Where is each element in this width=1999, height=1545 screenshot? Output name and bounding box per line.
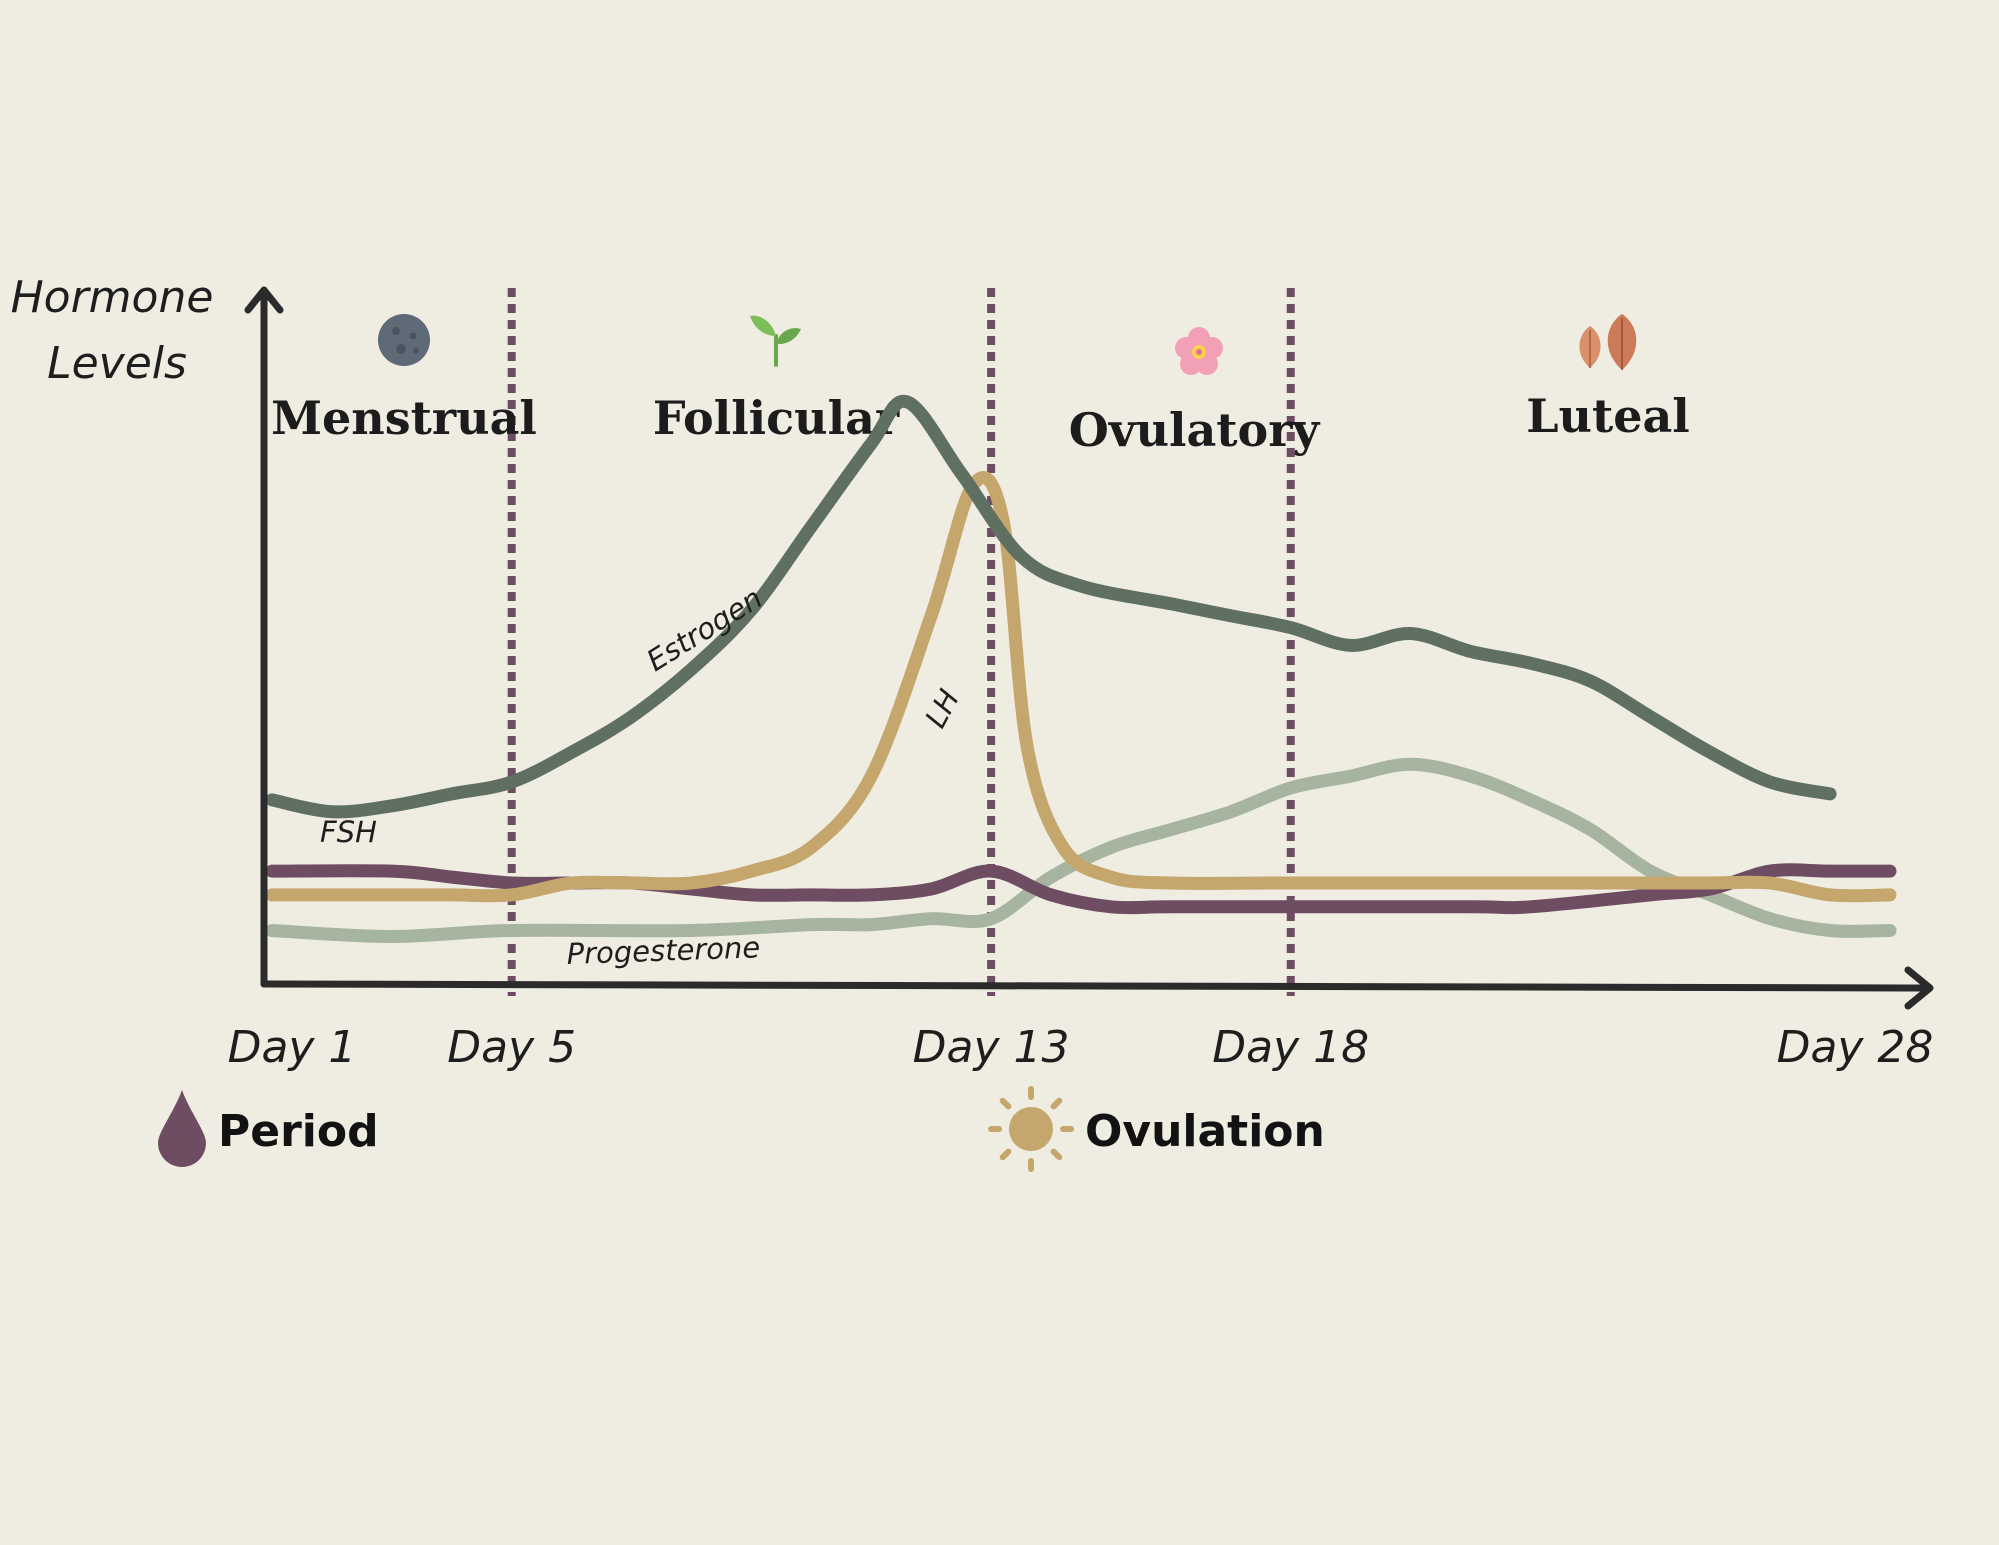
series-line-estrogen [265, 394, 1837, 819]
legend-ovulation: Ovulation [988, 1086, 1325, 1172]
axes [244, 286, 1934, 1010]
sprout-icon [750, 315, 801, 367]
hormone-curves [265, 394, 1897, 943]
phase-boundaries [507, 288, 1295, 996]
series-line-progesterone [265, 757, 1897, 943]
series-label-progesterone: Progesterone [566, 930, 761, 971]
x-tick-labels: Day 1 Day 5 Day 13 Day 18 Day 28 [228, 1022, 1934, 1073]
moon-icon [378, 314, 430, 366]
y-axis-label-line-2: Levels [47, 338, 187, 389]
flower-icon [1175, 327, 1223, 375]
x-axis-arrowhead [1904, 966, 1934, 1010]
phase-label-ovulatory: Ovulatory [1069, 403, 1321, 457]
legend-label-period: Period [218, 1106, 379, 1157]
x-tick-label-day-1: Day 1 [228, 1022, 357, 1073]
y-axis-arrowhead [244, 286, 284, 314]
x-tick-label-day-28: Day 28 [1777, 1022, 1934, 1073]
legend-period: Period [158, 1090, 379, 1167]
series-label-fsh: FSH [320, 815, 377, 849]
x-axis [260, 980, 1929, 992]
phase-label-follicular: Follicular [653, 391, 900, 445]
y-axis-label-line-1: Hormone [11, 272, 214, 323]
legend-label-ovulation: Ovulation [1085, 1106, 1325, 1157]
leaves-icon [1579, 314, 1637, 370]
phase-label-luteal: Luteal [1526, 389, 1690, 443]
phase-label-menstrual: Menstrual [271, 391, 537, 445]
x-tick-label-day-18: Day 18 [1212, 1022, 1369, 1073]
drop-icon [158, 1090, 206, 1167]
series-line-lh [265, 471, 1897, 903]
x-tick-label-day-5: Day 5 [447, 1022, 576, 1073]
sun-icon [988, 1086, 1074, 1172]
x-tick-label-day-13: Day 13 [913, 1022, 1070, 1073]
series-label-lh: LH [918, 684, 966, 734]
